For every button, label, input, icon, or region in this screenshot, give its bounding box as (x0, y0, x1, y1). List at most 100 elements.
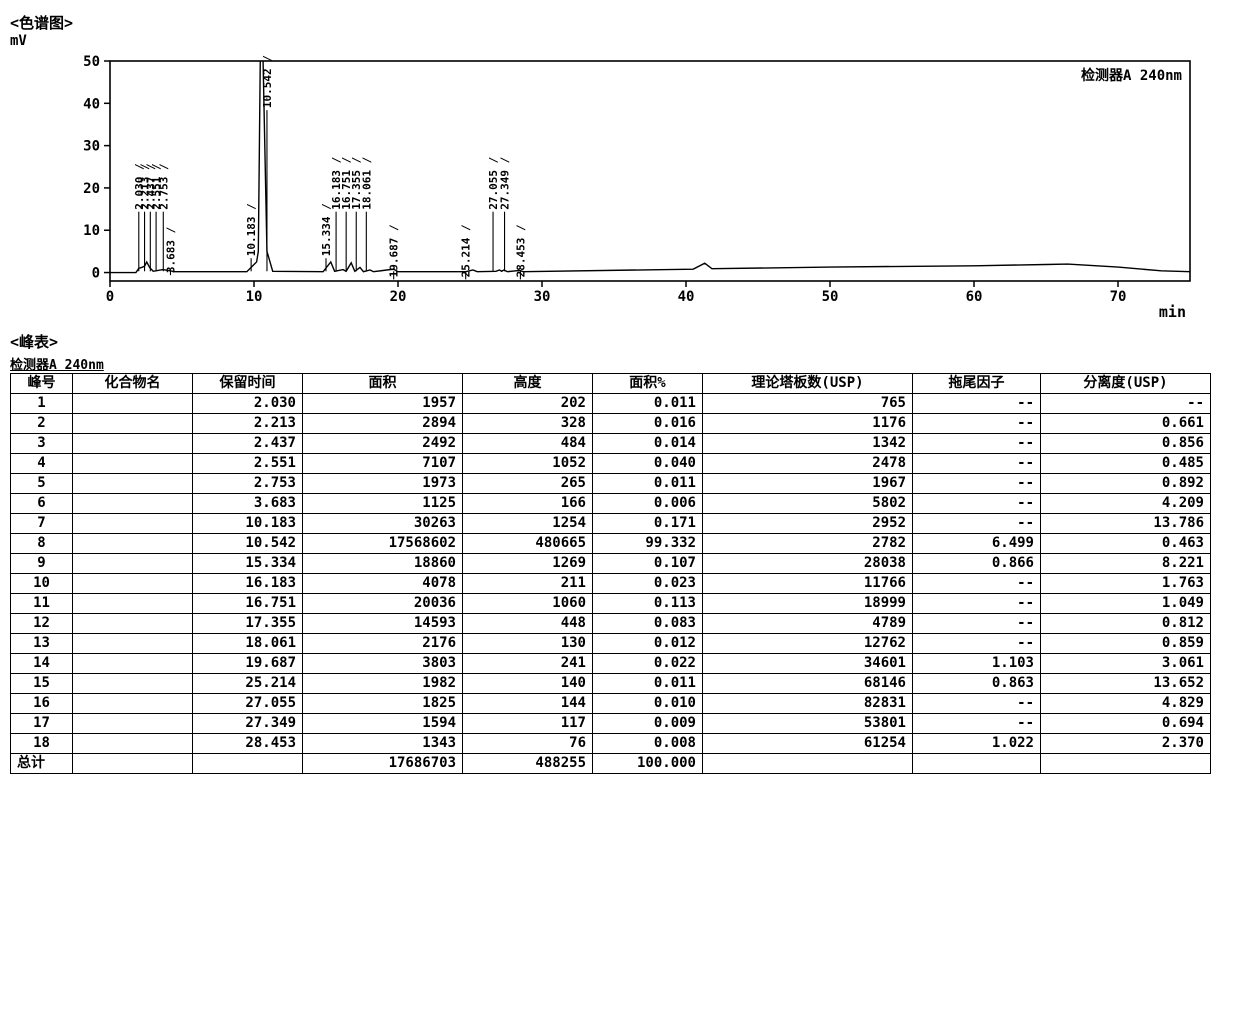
table-cell: -- (1041, 394, 1211, 414)
table-cell: 0.107 (593, 554, 703, 574)
table-cell: 15 (11, 674, 73, 694)
table-cell: 27.055 (193, 694, 303, 714)
table-header-cell: 高度 (463, 374, 593, 394)
table-cell: 117 (463, 714, 593, 734)
table-cell (73, 694, 193, 714)
table-cell: 0.011 (593, 474, 703, 494)
table-cell: 11766 (703, 574, 913, 594)
table-cell: 0.171 (593, 514, 703, 534)
svg-text:10: 10 (246, 289, 263, 305)
svg-text:30: 30 (83, 139, 100, 155)
table-cell (73, 714, 193, 734)
table-cell: 241 (463, 654, 593, 674)
svg-text:3.683 /: 3.683 / (164, 226, 177, 273)
svg-text:10.542 /: 10.542 / (261, 55, 274, 108)
table-cell: 5802 (703, 494, 913, 514)
table-cell: 4.209 (1041, 494, 1211, 514)
table-cell: 13.652 (1041, 674, 1211, 694)
table-cell: 1825 (303, 694, 463, 714)
table-cell: 7107 (303, 454, 463, 474)
table-cell: 0.040 (593, 454, 703, 474)
table-cell: 0.006 (593, 494, 703, 514)
table-cell: 1973 (303, 474, 463, 494)
table-cell: 4 (11, 454, 73, 474)
svg-text:50: 50 (822, 289, 839, 305)
table-cell: 7 (11, 514, 73, 534)
svg-text:10: 10 (83, 223, 100, 239)
svg-text:10.183 /: 10.183 / (245, 203, 258, 256)
svg-text:18.061 /: 18.061 / (360, 156, 373, 209)
table-cell: 18860 (303, 554, 463, 574)
table-cell: 2.551 (193, 454, 303, 474)
table-cell: 99.332 (593, 534, 703, 554)
table-cell: -- (913, 574, 1041, 594)
table-cell: 0.016 (593, 414, 703, 434)
table-cell: 0.022 (593, 654, 703, 674)
table-cell: 0.812 (1041, 614, 1211, 634)
table-cell (193, 754, 303, 774)
svg-text:50: 50 (83, 54, 100, 70)
table-cell: 0.863 (913, 674, 1041, 694)
table-cell: 11 (11, 594, 73, 614)
table-cell: 2 (11, 414, 73, 434)
table-row: 1318.06121761300.01212762--0.859 (11, 634, 1211, 654)
table-cell: 13.786 (1041, 514, 1211, 534)
table-cell: 28.453 (193, 734, 303, 754)
svg-text:15.334 /: 15.334 / (320, 203, 333, 256)
table-cell: 总计 (11, 754, 73, 774)
table-cell: 265 (463, 474, 593, 494)
table-cell: 30263 (303, 514, 463, 534)
svg-text:25.214 /: 25.214 / (460, 224, 473, 277)
table-cell: 488255 (463, 754, 593, 774)
table-cell: 1982 (303, 674, 463, 694)
table-header-cell: 理论塔板数(USP) (703, 374, 913, 394)
table-row: 1627.05518251440.01082831--4.829 (11, 694, 1211, 714)
table-cell: 1594 (303, 714, 463, 734)
table-cell: 2.370 (1041, 734, 1211, 754)
chromatogram-chart: 01020304050010203040506070min2.030 /2.21… (60, 51, 1230, 321)
svg-text:40: 40 (678, 289, 695, 305)
table-cell: 1.022 (913, 734, 1041, 754)
table-row: 1419.68738032410.022346011.1033.061 (11, 654, 1211, 674)
svg-text:70: 70 (1110, 289, 1127, 305)
table-cell: 2.030 (193, 394, 303, 414)
table-cell: 6 (11, 494, 73, 514)
svg-text:27.349 /: 27.349 / (499, 156, 512, 209)
table-cell: 4.829 (1041, 694, 1211, 714)
table-cell: 0.014 (593, 434, 703, 454)
table-cell: 1.103 (913, 654, 1041, 674)
table-cell: 12 (11, 614, 73, 634)
table-row: 1217.355145934480.0834789--0.812 (11, 614, 1211, 634)
table-cell: -- (913, 614, 1041, 634)
table-cell: 0.011 (593, 394, 703, 414)
table-cell: 0.083 (593, 614, 703, 634)
table-cell: -- (913, 594, 1041, 614)
table-cell (73, 454, 193, 474)
table-cell: 480665 (463, 534, 593, 554)
table-row: 22.21328943280.0161176--0.661 (11, 414, 1211, 434)
table-cell: 17 (11, 714, 73, 734)
svg-text:检测器A 240nm: 检测器A 240nm (1081, 67, 1182, 84)
table-cell (703, 754, 913, 774)
table-cell: 0.892 (1041, 474, 1211, 494)
table-cell (73, 594, 193, 614)
table-cell (73, 394, 193, 414)
table-cell (73, 554, 193, 574)
table-cell: 1 (11, 394, 73, 414)
table-cell: 0.012 (593, 634, 703, 654)
table-cell: -- (913, 634, 1041, 654)
table-cell: 166 (463, 494, 593, 514)
table-row: 1828.4531343760.008612541.0222.370 (11, 734, 1211, 754)
table-cell: 1254 (463, 514, 593, 534)
table-cell: 61254 (703, 734, 913, 754)
table-cell (73, 634, 193, 654)
table-row: 1727.34915941170.00953801--0.694 (11, 714, 1211, 734)
table-cell: 0.661 (1041, 414, 1211, 434)
table-cell: 16.751 (193, 594, 303, 614)
table-cell: 130 (463, 634, 593, 654)
table-cell: 1.763 (1041, 574, 1211, 594)
table-cell: -- (913, 394, 1041, 414)
svg-text:20: 20 (83, 181, 100, 197)
table-row: 42.551710710520.0402478--0.485 (11, 454, 1211, 474)
table-cell: 328 (463, 414, 593, 434)
